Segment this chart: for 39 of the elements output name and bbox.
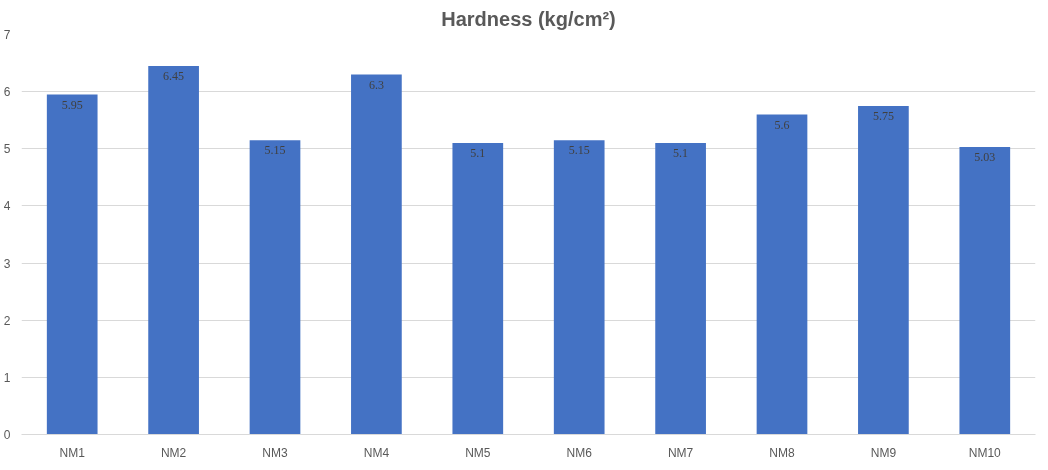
data-label: 5.15	[264, 143, 286, 158]
bar	[553, 140, 605, 435]
bar	[452, 143, 504, 435]
y-tick-label: 6	[3, 85, 11, 100]
y-tick-label: 4	[3, 199, 11, 214]
data-label: 5.15	[568, 143, 590, 158]
y-tick-label: 3	[3, 256, 11, 271]
bar	[46, 94, 98, 435]
data-label: 5.75	[872, 108, 894, 123]
bar	[756, 114, 808, 435]
x-tick-label: NM10	[968, 445, 1002, 460]
x-tick-label: NM1	[59, 445, 86, 460]
y-tick-label: 2	[3, 313, 11, 328]
chart-title: Hardness (kg/cm²)	[441, 7, 616, 30]
data-label: 5.6	[774, 117, 790, 132]
y-tick-label: 1	[3, 370, 11, 385]
data-label: 6.45	[163, 68, 185, 83]
x-tick-label: NM7	[667, 445, 694, 460]
y-tick-label: 5	[3, 142, 11, 157]
x-tick-label: NM5	[465, 445, 491, 460]
x-tick-label: NM6	[566, 445, 593, 460]
data-label: 5.03	[974, 150, 996, 165]
data-label: 5.1	[470, 146, 486, 161]
data-label: 6.3	[368, 77, 384, 92]
bar	[148, 65, 199, 435]
x-tick-label: NM2	[160, 445, 187, 460]
bar	[858, 105, 909, 435]
bar	[959, 147, 1011, 435]
y-tick-label: 0	[3, 428, 11, 442]
bar	[351, 74, 402, 435]
x-tick-label: NM4	[363, 445, 390, 460]
x-tick-label: NM3	[262, 445, 288, 460]
data-label: 5.1	[673, 146, 689, 161]
y-tick-label: 7	[3, 28, 11, 42]
bar	[655, 143, 706, 435]
data-label: 5.95	[61, 97, 83, 112]
x-tick-label: NM9	[870, 445, 897, 460]
x-tick-label: NM8	[769, 445, 795, 460]
bar	[249, 140, 301, 435]
